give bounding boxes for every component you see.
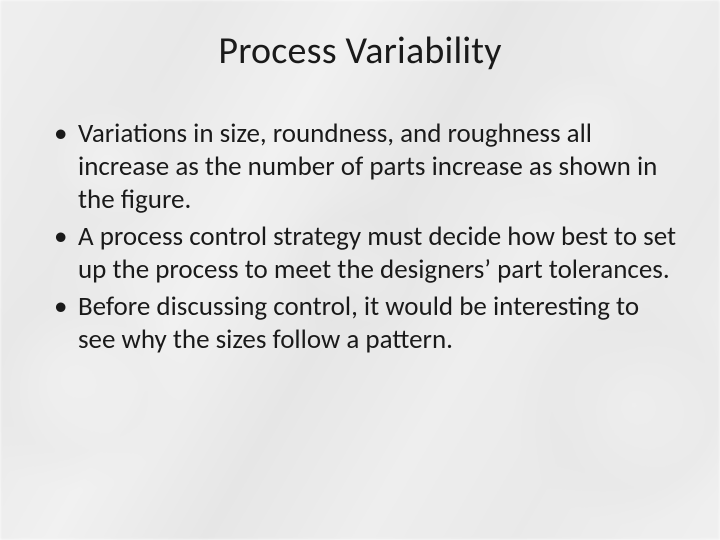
bullet-item: Before discussing control, it would be i… bbox=[48, 291, 680, 357]
bullet-list: Variations in size, roundness, and rough… bbox=[40, 118, 680, 357]
slide-title: Process Variability bbox=[40, 28, 680, 74]
bullet-item: A process control strategy must decide h… bbox=[48, 221, 680, 287]
slide-content: Process Variability Variations in size, … bbox=[0, 0, 720, 540]
bullet-item: Variations in size, roundness, and rough… bbox=[48, 118, 680, 217]
